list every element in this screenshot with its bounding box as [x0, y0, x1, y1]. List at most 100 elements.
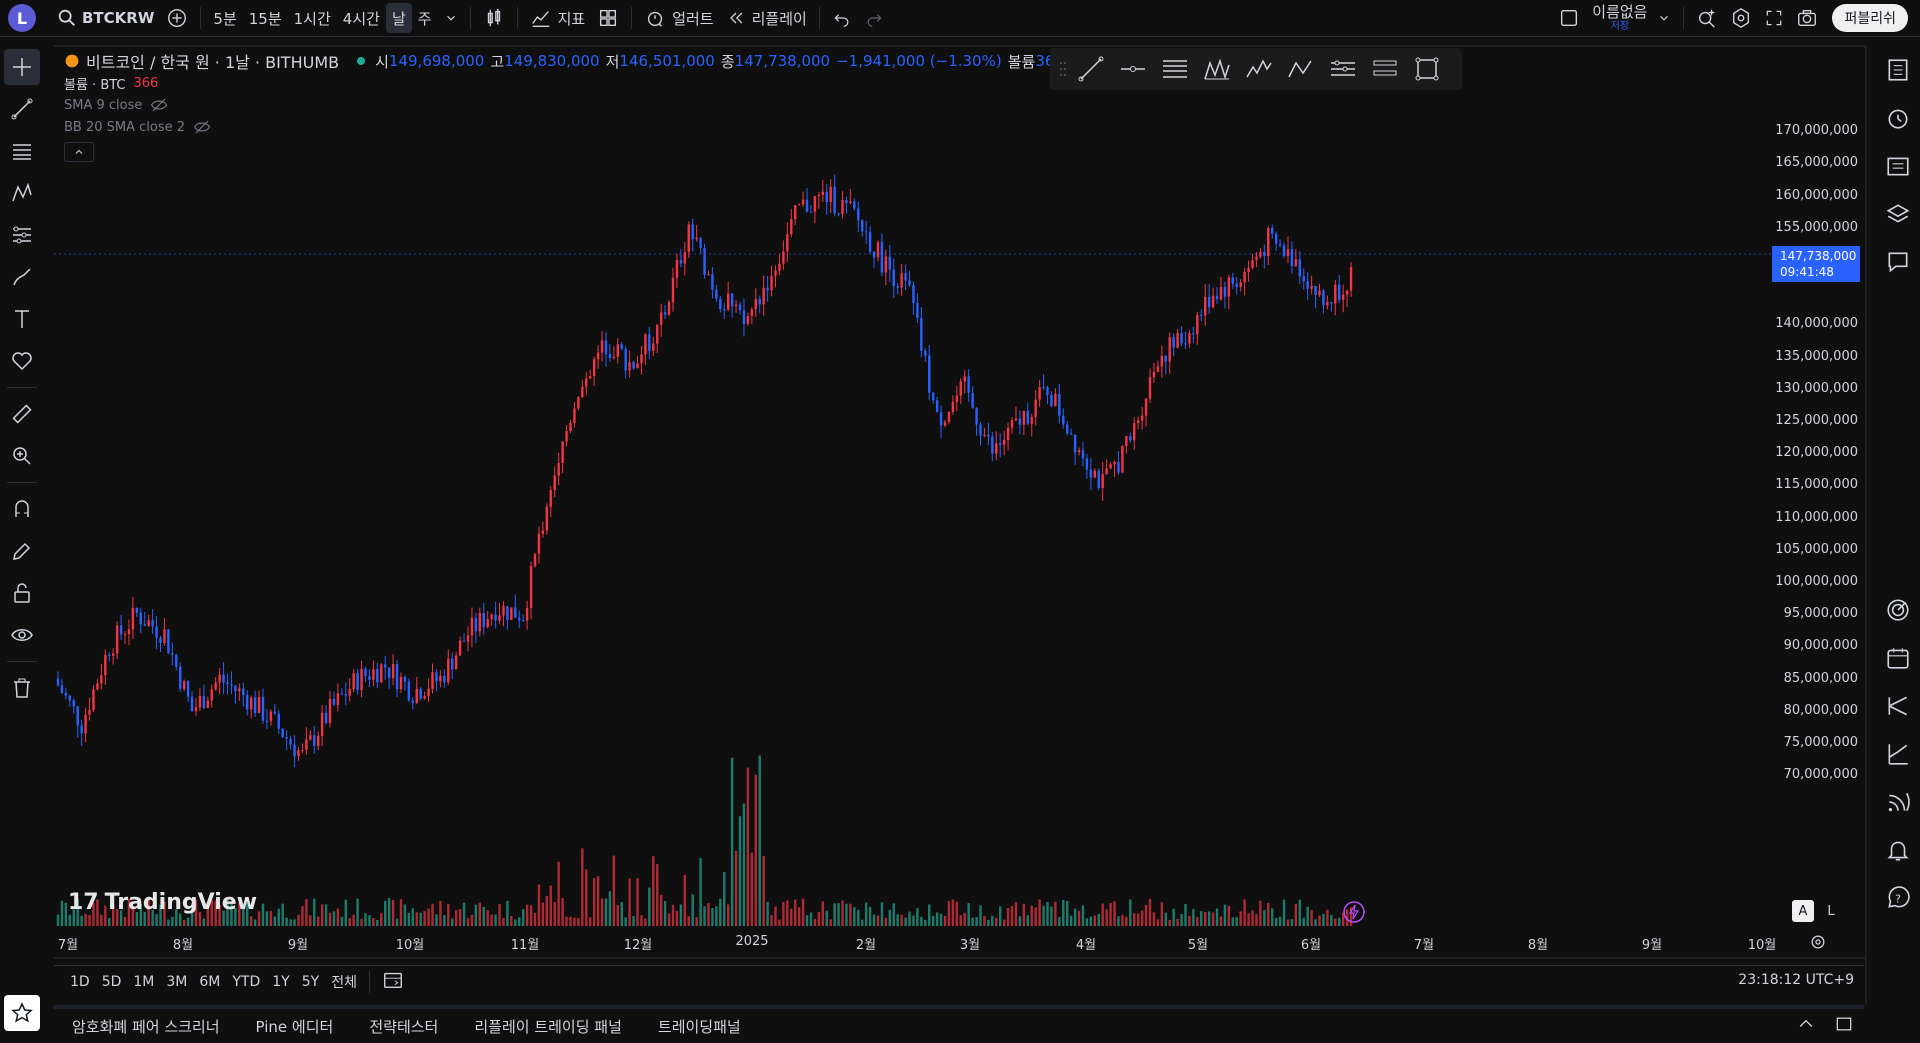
volume-bar [1014, 902, 1018, 926]
interval-1h[interactable]: 1시간 [293, 9, 331, 28]
alerts-panel-button[interactable] [1880, 100, 1916, 136]
bb-indicator-label[interactable]: BB 20 SMA close 2 [64, 119, 186, 135]
volume-bar [1239, 911, 1242, 926]
crosshair-tool[interactable] [4, 49, 40, 85]
tab-pine-editor[interactable]: Pine 에디터 [255, 1017, 334, 1036]
collapse-legend-button[interactable] [64, 142, 94, 162]
calendar-button[interactable] [1880, 640, 1916, 676]
indicators-button[interactable]: 지표 [524, 3, 592, 33]
stay-drawing-tool[interactable] [4, 533, 40, 569]
fav-elliott[interactable] [1238, 51, 1280, 87]
time-axis-settings-button[interactable] [1808, 932, 1828, 956]
auto-scale-toggle[interactable]: A [1792, 900, 1814, 922]
interval-1d[interactable]: 날 [385, 3, 412, 33]
range-ytd[interactable]: YTD [232, 973, 261, 990]
tab-replay-trading-panel[interactable]: 리플레이 트레이딩 패널 [474, 1017, 622, 1036]
interval-15m[interactable]: 15분 [248, 9, 282, 28]
fav-regression[interactable] [1364, 51, 1406, 87]
drag-handle[interactable] [1056, 51, 1070, 87]
replay-button[interactable]: 리플레이 [720, 3, 813, 33]
symbol-title[interactable]: 비트코인 / 한국 원 · 1날 · BITHUMB [86, 53, 340, 72]
range-1m[interactable]: 1M [133, 973, 155, 990]
compare-symbol-button[interactable] [160, 3, 194, 33]
timezone-clock[interactable]: 23:18:12 UTC+9 [1738, 972, 1854, 988]
range-all[interactable]: 전체 [331, 974, 357, 991]
chart-type-button[interactable] [477, 3, 511, 33]
quick-search-button[interactable] [1690, 3, 1724, 33]
undo-button[interactable] [826, 3, 858, 33]
details-button[interactable] [1880, 148, 1916, 184]
trend-line-tool[interactable] [4, 91, 40, 127]
pattern-tool[interactable] [4, 175, 40, 211]
watchlist-favorites-button[interactable] [4, 995, 40, 1031]
forecast-icon [13, 226, 31, 244]
volume-bar [498, 904, 501, 926]
range-5d[interactable]: 5D [101, 973, 122, 990]
layout-name[interactable]: 이름없음 저장 [1586, 3, 1677, 33]
expand-panel-button[interactable] [1796, 1014, 1816, 1038]
magnet-tool[interactable] [4, 491, 40, 527]
interval-dropdown[interactable] [438, 3, 464, 33]
alert-button[interactable]: 얼러트 [638, 3, 719, 33]
tab-trading-panel[interactable]: 트레이딩패널 [657, 1017, 741, 1036]
fav-rectangle[interactable] [1406, 51, 1448, 87]
fib-tool[interactable] [4, 133, 40, 169]
publish-button[interactable]: 퍼블리쉬 [1832, 4, 1908, 32]
strategy-button[interactable] [1880, 736, 1916, 772]
quick-action-button[interactable] [1342, 900, 1366, 928]
chats-button[interactable] [1880, 244, 1916, 280]
fullscreen-button[interactable] [1758, 3, 1790, 33]
log-scale-toggle[interactable]: L [1827, 903, 1835, 919]
fav-trend-line[interactable] [1070, 51, 1112, 87]
user-avatar[interactable]: L [8, 4, 36, 32]
volume-bar [143, 912, 146, 926]
tab-strategy-tester[interactable]: 전략테스터 [369, 1017, 439, 1036]
redo-button[interactable] [858, 3, 890, 33]
help-button[interactable]: ? [1880, 880, 1916, 916]
interval-5m[interactable]: 5분 [213, 9, 237, 28]
hide-drawings-tool[interactable] [4, 617, 40, 653]
lock-drawings-tool[interactable] [4, 575, 40, 611]
watchlist-button[interactable] [1880, 52, 1916, 88]
pine-scripts-button[interactable] [1880, 688, 1916, 724]
fav-fib[interactable] [1154, 51, 1196, 87]
range-6m[interactable]: 6M [199, 973, 221, 990]
layout-select-button[interactable] [1552, 3, 1586, 33]
volume-bar [1148, 898, 1152, 926]
range-5y[interactable]: 5Y [301, 973, 320, 990]
range-3m[interactable]: 3M [166, 973, 188, 990]
snapshot-button[interactable] [1790, 3, 1824, 33]
icon-tool[interactable] [4, 343, 40, 379]
tab-crypto-screener[interactable]: 암호화폐 페어 스크리너 [72, 1017, 220, 1036]
fav-xabcd[interactable] [1196, 51, 1238, 87]
notifications-button[interactable] [1880, 832, 1916, 868]
streams-button[interactable] [1880, 784, 1916, 820]
zoom-tool[interactable] [4, 438, 40, 474]
range-1d[interactable]: 1D [70, 973, 90, 990]
brush-tool[interactable] [4, 259, 40, 295]
sma-indicator-label[interactable]: SMA 9 close [64, 97, 143, 113]
layouts-button[interactable] [591, 3, 625, 33]
measure-tool[interactable] [4, 396, 40, 432]
text-tool[interactable] [4, 301, 40, 337]
maximize-panel-button[interactable] [1834, 1014, 1854, 1038]
range-1y[interactable]: 1Y [272, 973, 290, 990]
settings-button[interactable] [1724, 3, 1758, 33]
candle-body [912, 285, 915, 304]
symbol-search[interactable]: BTCKRW [50, 3, 160, 33]
volume-indicator-label[interactable]: 볼륨 · BTC [64, 77, 126, 93]
remove-drawings-tool[interactable] [4, 670, 40, 706]
interval-1w[interactable]: 주 [417, 9, 432, 28]
fav-parallel-channel[interactable] [1322, 51, 1364, 87]
object-tree-button[interactable] [1880, 196, 1916, 232]
fav-abc[interactable] [1280, 51, 1322, 87]
interval-4h[interactable]: 4시간 [342, 9, 380, 28]
eye-hidden-icon[interactable] [150, 96, 168, 114]
eye-hidden-icon[interactable] [193, 118, 211, 136]
fav-horizontal-ray[interactable] [1112, 51, 1154, 87]
goto-date-button[interactable] [376, 969, 410, 995]
ideas-button[interactable] [1880, 592, 1916, 628]
forecast-tool[interactable] [4, 217, 40, 253]
volume-bar [1133, 913, 1136, 926]
